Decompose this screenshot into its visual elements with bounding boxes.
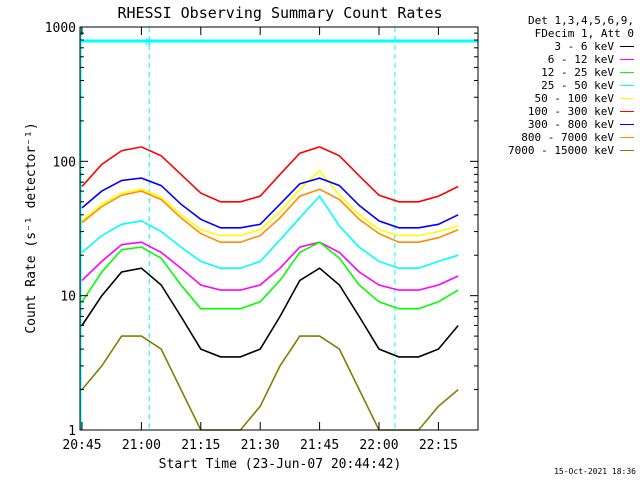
plot-area: N 1 10 100 1000 20:45 21:00 21:15 21:30 21:45 22:0… (45, 21, 479, 453)
x-tick-label: 22:15 (419, 438, 458, 453)
y-axis-label: Count Rate (s⁻¹ detector⁻¹) (24, 122, 39, 333)
x-tick-label: 21:15 (181, 438, 220, 453)
chart-title: RHESSI Observing Summary Count Rates (117, 4, 442, 22)
legend-entry-label: 7000 - 15000 keV (508, 144, 614, 157)
series-line (81, 267, 459, 358)
series-line (81, 169, 459, 237)
x-tick-label: 20:45 (62, 438, 101, 453)
legend-entry: 12 - 25 keV (482, 66, 634, 79)
legend-entry: 25 - 50 keV (482, 79, 634, 92)
legend-entry: 3 - 6 keV (482, 40, 634, 53)
legend-swatch (620, 72, 634, 73)
y-tick-label: 100 (53, 155, 76, 170)
y-tick-label: 1000 (45, 21, 76, 36)
legend-entry: 800 - 7000 keV (482, 131, 634, 144)
night-marker-label: N (145, 38, 150, 48)
legend-entry-label: 3 - 6 keV (554, 40, 614, 53)
series-line (81, 177, 459, 229)
legend-swatch (620, 137, 634, 138)
legend-header: Det 1,3,4,5,6,9, (528, 14, 634, 27)
x-tick-label: 22:00 (359, 438, 398, 453)
x-tick-label: 21:30 (241, 438, 280, 453)
legend-swatch (620, 85, 634, 86)
legend-swatch (620, 150, 634, 151)
series-line (81, 241, 459, 310)
legend-entry: 7000 - 15000 keV (482, 144, 634, 157)
series-line (81, 194, 459, 270)
legend-entry: 100 - 300 keV (482, 105, 634, 118)
legend-entry-label: 100 - 300 keV (527, 105, 614, 118)
legend-entry-label: 300 - 800 keV (527, 118, 614, 131)
legend-entry-label: 6 - 12 keV (547, 53, 614, 66)
x-tick-label: 21:00 (122, 438, 161, 453)
legend-swatch (620, 46, 634, 47)
legend-entry-label: 800 - 7000 keV (521, 131, 614, 144)
x-tick-label: 21:45 (300, 438, 339, 453)
series-line (81, 335, 459, 431)
legend-entry: 50 - 100 keV (482, 92, 634, 105)
y-tick-label: 1 (68, 424, 76, 439)
legend-swatch (620, 59, 634, 60)
legend-entry: 6 - 12 keV (482, 53, 634, 66)
legend-entry: 300 - 800 keV (482, 118, 634, 131)
series-line (81, 241, 459, 291)
legend-swatch (620, 124, 634, 125)
series-line (81, 146, 459, 203)
x-axis-label: Start Time (23-Jun-07 20:44:42) (159, 457, 402, 472)
y-tick-label: 10 (60, 290, 76, 305)
legend-entry-label: 12 - 25 keV (541, 66, 614, 79)
legend-header: FDecim 1, Att 0 (534, 27, 634, 40)
legend-swatch (620, 111, 634, 112)
legend-entry-label: 50 - 100 keV (534, 92, 614, 105)
plot-frame (79, 26, 479, 431)
series-line (81, 188, 459, 243)
legend-swatch (620, 98, 634, 99)
legend-entry-label: 25 - 50 keV (541, 79, 614, 92)
footer-stamp: 15-Oct-2021 18:36 (554, 467, 636, 476)
